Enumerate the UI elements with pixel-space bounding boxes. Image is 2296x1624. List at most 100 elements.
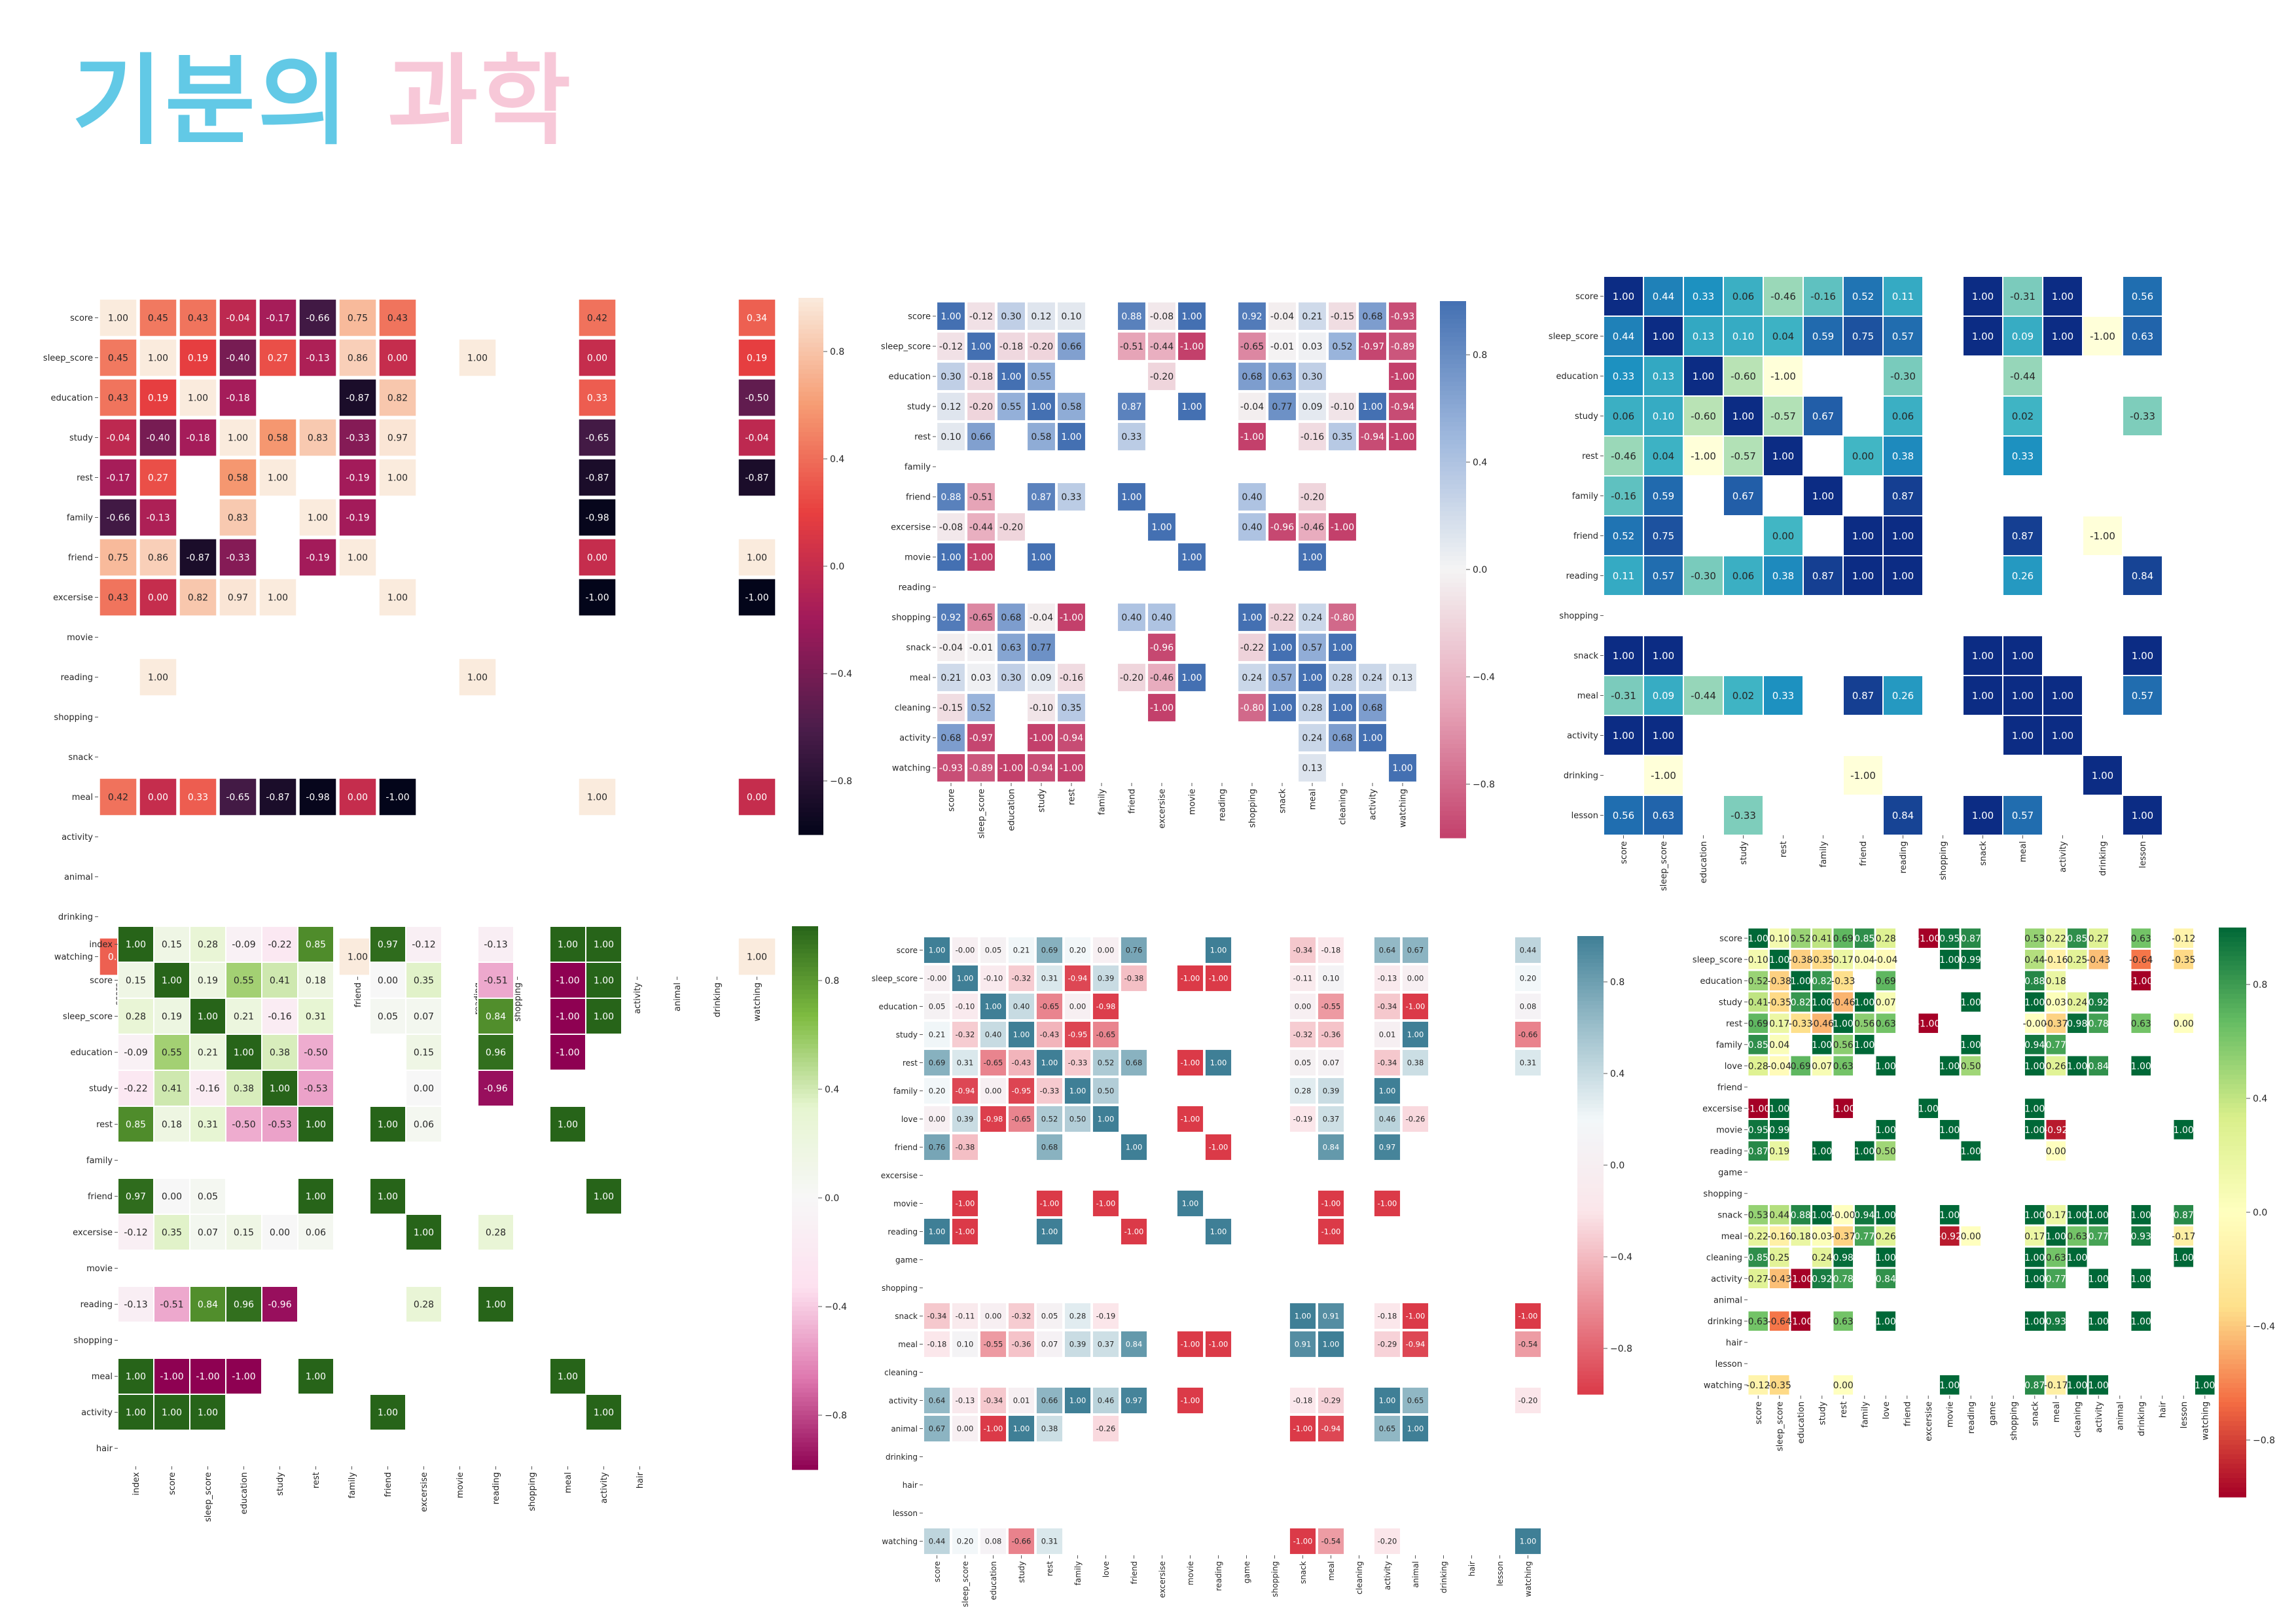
- heatmap-5-colorbar-segment: [1577, 997, 1604, 1001]
- heatmap-6-cell-label: 0.00: [2046, 1146, 2066, 1157]
- heatmap-1-row-label: activity: [62, 833, 93, 842]
- heatmap-5-cell: [1318, 1190, 1344, 1217]
- heatmap-5-cell: [952, 1218, 978, 1245]
- heatmap-2-cell-label: 0.28: [1332, 673, 1352, 683]
- heatmap-3-cell: [1723, 555, 1764, 596]
- heatmap-6-cell-label: 1.00: [1812, 1040, 1832, 1051]
- heatmap-1-cell: [99, 379, 137, 416]
- heatmap-5-cell: [980, 1331, 1007, 1358]
- heatmap-5-colorbar-segment: [1577, 982, 1604, 986]
- heatmap-3-cell: [1643, 555, 1684, 596]
- heatmap-5-cell: [1289, 1077, 1316, 1104]
- heatmap-6-colorbar-segment: [2219, 1032, 2246, 1038]
- heatmap-5-col-label: friend: [1130, 1561, 1139, 1584]
- heatmap-2-cell: [1238, 694, 1266, 721]
- heatmap-3-cell: [1763, 675, 1804, 716]
- heatmap-6-colorbar-segment: [2219, 1473, 2246, 1479]
- heatmap-1-cell: [219, 379, 257, 416]
- heatmap-1-cell: [179, 379, 217, 416]
- heatmap-6-cell: [1939, 1204, 1960, 1225]
- heatmap-5-cell-label: 0.10: [957, 1340, 974, 1349]
- heatmap-5-cell: [1121, 1218, 1147, 1245]
- heatmap-5-cell-label: 0.76: [929, 1143, 946, 1152]
- heatmap-5-colorbar-segment: [1577, 1283, 1604, 1288]
- heatmap-4-colorbar-segment: [792, 1007, 818, 1013]
- heatmap-6-cell: [1876, 949, 1896, 969]
- heatmap-4-colorbar-segment: [792, 1343, 818, 1348]
- heatmap-6-colorbar-segment: [2219, 1060, 2246, 1066]
- heatmap-2-colorbar-segment: [1440, 551, 1466, 557]
- heatmap-2-colorbar-segment: [1440, 314, 1466, 319]
- heatmap-2-colorbar-segment: [1440, 672, 1466, 677]
- heatmap-5-cell-label: -0.43: [1012, 1058, 1031, 1068]
- heatmap-1-cell-label: -0.98: [585, 513, 609, 524]
- heatmap-2-cell: [1148, 513, 1175, 541]
- heatmap-5-col-label: drinking: [1439, 1561, 1448, 1593]
- heatmap-2-cell: [1118, 483, 1145, 511]
- heatmap-6-colorbar-segment: [2219, 1373, 2246, 1379]
- heatmap-6-cell: [1748, 1226, 1768, 1246]
- heatmap-4-cell-label: 0.18: [162, 1120, 182, 1130]
- heatmap-2-cell-label: 1.00: [1181, 673, 1202, 683]
- heatmap-6-cell-label: 0.04: [1769, 1040, 1789, 1051]
- heatmap-4-cell-label: 0.00: [378, 976, 398, 986]
- heatmap-5-cell-label: -0.18: [1321, 946, 1341, 955]
- heatmap-6-colorbar-segment: [2219, 1392, 2246, 1398]
- heatmap-5-colorbar-segment: [1577, 1390, 1604, 1395]
- heatmap-6-colorbar-segment: [2219, 1468, 2246, 1474]
- heatmap-4-row-label: reading: [81, 1300, 113, 1310]
- heatmap-5-cell-label: 0.38: [1041, 1424, 1058, 1434]
- heatmap-5-row-label: lesson: [893, 1509, 918, 1518]
- heatmap-5-cell-label: -0.18: [927, 1340, 947, 1349]
- heatmap-3-cell-label: 0.09: [1653, 690, 1674, 702]
- heatmap-5-cell: [1402, 1387, 1429, 1414]
- heatmap-2-colorbar-segment: [1440, 623, 1466, 628]
- heatmap-5-cell-label: 0.68: [1041, 1143, 1058, 1152]
- heatmap-5-row-label: activity: [889, 1396, 918, 1405]
- heatmap-6-col-label: game: [1988, 1401, 1998, 1426]
- heatmap-5-cell-label: 0.00: [957, 1424, 974, 1434]
- heatmap-5-colorbar-segment: [1577, 962, 1604, 967]
- heatmap-4-col-label: excersise: [420, 1472, 429, 1512]
- heatmap-4-cell: [189, 1286, 226, 1323]
- heatmap-4-colorbar-segment: [792, 1248, 818, 1253]
- heatmap-2-cell: [1028, 483, 1055, 511]
- heatmap-4-cell: [153, 1394, 190, 1431]
- heatmap-5-cell-label: -0.43: [1040, 1030, 1060, 1039]
- heatmap-5-row-label: friend: [895, 1143, 918, 1152]
- heatmap-6-cell: [2024, 1311, 2045, 1331]
- heatmap-5-cell: [980, 1077, 1007, 1104]
- heatmap-4-row-label: sleep_score: [63, 1012, 113, 1022]
- heatmap-5-cell: [1121, 1331, 1147, 1358]
- heatmap-2-cell: [937, 423, 965, 450]
- heatmap-1-cell: [219, 539, 257, 576]
- heatmap-5-cell-label: -1.00: [1040, 1199, 1060, 1208]
- heatmap-6-cell-label: -0.64: [1768, 1316, 1791, 1327]
- heatmap-4-colorbar-segment: [792, 1415, 818, 1420]
- heatmap-2-colorbar-segment: [1440, 734, 1466, 740]
- heatmap-6-cell: [1939, 1056, 1960, 1076]
- heatmap-2-cell-label: 1.00: [1181, 402, 1202, 412]
- heatmap-2-colorbar-segment: [1440, 453, 1466, 458]
- heatmap-2-cell: [1299, 483, 1326, 511]
- heatmap-2-colorbar-segment: [1440, 685, 1466, 691]
- heatmap-2-colorbar-segment: [1440, 766, 1466, 772]
- heatmap-2-cell: [1118, 302, 1145, 330]
- heatmap-3-cell: [2122, 795, 2163, 836]
- heatmap-6-cell: [1748, 928, 1768, 948]
- heatmap-2-cell-label: 0.92: [941, 613, 961, 623]
- heatmap-2-cell-label: 0.21: [941, 673, 961, 683]
- heatmap-6-cell: [1833, 949, 1854, 969]
- heatmap-6-cell: [1876, 1226, 1896, 1246]
- heatmap-1-cell: [379, 339, 416, 376]
- heatmap-4-cell: [297, 1358, 334, 1395]
- heatmap-5-colorbar-label: 0.0: [1610, 1161, 1624, 1171]
- heatmap-2-colorbar-segment: [1440, 690, 1466, 695]
- heatmap-2-colorbar-segment: [1440, 346, 1466, 351]
- heatmap-2-cell-label: 0.87: [1121, 402, 1141, 412]
- heatmap-3-cell-label: 0.87: [2012, 530, 2034, 542]
- heatmap-3-cell-label: 0.06: [1732, 291, 1754, 302]
- heatmap-5-cell-label: 0.20: [957, 1537, 974, 1546]
- heatmap-1-colorbar-segment: [798, 445, 823, 450]
- heatmap-5-cell: [1205, 965, 1232, 992]
